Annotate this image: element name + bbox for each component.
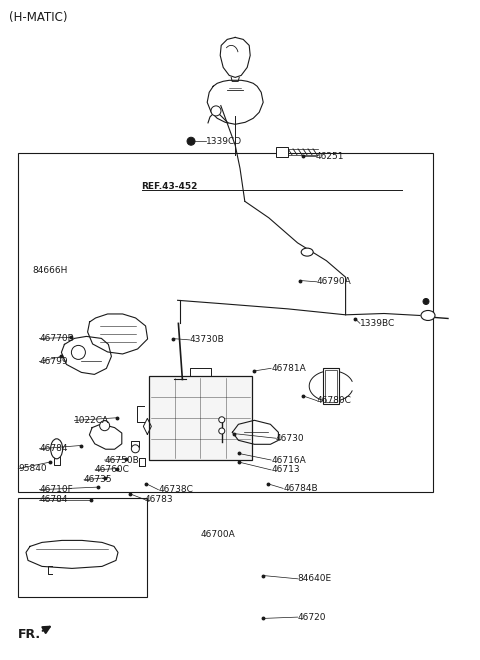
Text: 46713: 46713 [271, 465, 300, 475]
Text: 1339BC: 1339BC [360, 319, 395, 328]
Bar [18, 498, 147, 597]
Circle shape [219, 428, 225, 434]
Text: 46710F: 46710F [39, 485, 73, 494]
Text: 46750B: 46750B [105, 455, 139, 465]
Circle shape [219, 416, 225, 423]
Text: 46783: 46783 [145, 495, 174, 504]
Text: 46720: 46720 [298, 612, 326, 622]
Circle shape [100, 420, 109, 431]
Text: REF.43-452: REF.43-452 [142, 182, 198, 191]
Text: 46770B: 46770B [39, 334, 74, 343]
Ellipse shape [50, 439, 62, 459]
Text: 46784B: 46784B [283, 484, 318, 493]
Text: 46738C: 46738C [158, 485, 193, 494]
Text: 46781A: 46781A [271, 364, 306, 373]
Circle shape [187, 137, 195, 145]
Text: 1022CA: 1022CA [74, 416, 109, 425]
Ellipse shape [421, 310, 435, 321]
Text: (H-MATIC): (H-MATIC) [9, 11, 67, 24]
Text: 84640E: 84640E [298, 574, 332, 583]
Text: 46735: 46735 [84, 475, 113, 484]
Circle shape [423, 298, 429, 304]
Bar [325, 370, 337, 402]
Text: 46760C: 46760C [95, 465, 130, 475]
Text: FR.: FR. [18, 628, 41, 641]
Text: 46700A: 46700A [201, 530, 235, 539]
Circle shape [211, 106, 221, 116]
Text: 46790A: 46790A [317, 277, 351, 286]
Text: 46780C: 46780C [317, 396, 352, 405]
Text: 46784: 46784 [39, 495, 68, 504]
Circle shape [72, 345, 85, 360]
Bar [323, 368, 339, 404]
Ellipse shape [301, 248, 313, 256]
Text: 84666H: 84666H [33, 266, 68, 275]
Text: 46716A: 46716A [271, 455, 306, 465]
FancyBboxPatch shape [276, 147, 288, 157]
Text: 1339CD: 1339CD [206, 137, 242, 146]
Bar [18, 153, 433, 492]
Text: 46799: 46799 [39, 357, 68, 366]
Text: 46251: 46251 [316, 152, 344, 161]
Text: 46784: 46784 [39, 444, 68, 453]
Circle shape [132, 445, 139, 453]
Text: 95840: 95840 [18, 464, 47, 473]
FancyBboxPatch shape [149, 376, 252, 460]
Text: 43730B: 43730B [190, 335, 224, 345]
Text: 46730: 46730 [276, 434, 305, 443]
